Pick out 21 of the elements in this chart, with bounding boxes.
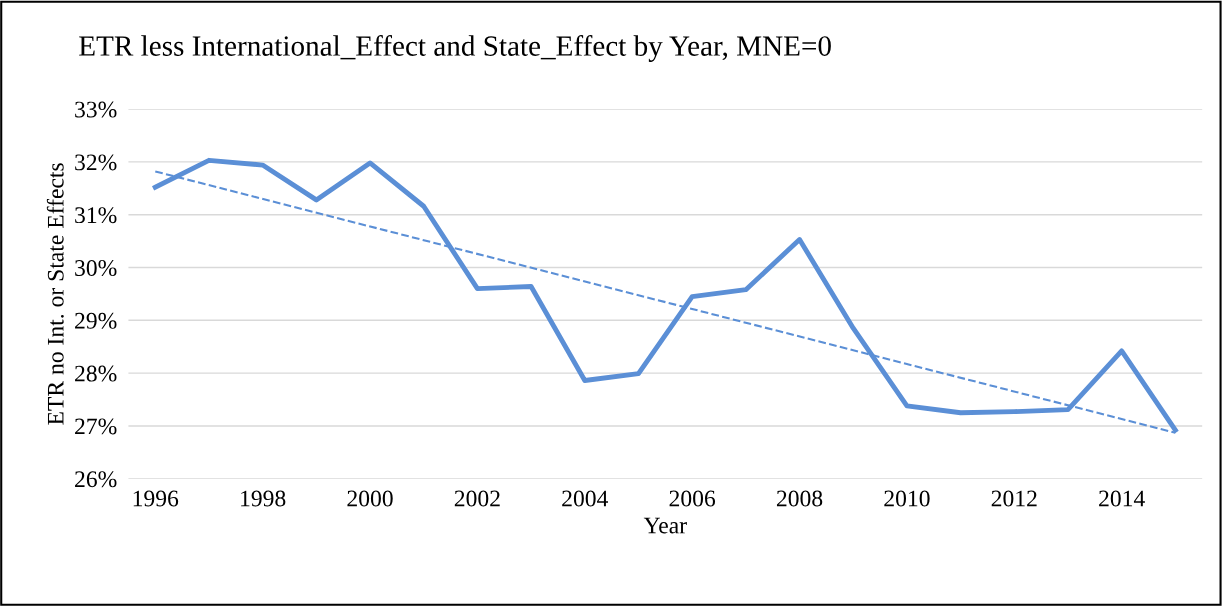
y-tick-label: 29% [75,312,117,329]
x-axis-title: Year [643,517,687,534]
y-tick-label: 31% [75,207,117,224]
x-tick-label: 1996 [133,490,179,507]
chart-title: ETR less International_Effect and State_Effect by Year, MNE=0 [79,35,831,62]
x-tick-label: 2004 [562,490,609,507]
x-tick-label: 2010 [884,490,930,507]
x-tick-label: 1998 [241,490,286,507]
y-tick-label: 28% [75,365,117,382]
x-tick-label: 2014 [1099,490,1145,507]
x-tick-label: 2006 [669,490,716,507]
x-tick-label: 2000 [347,490,393,507]
x-tick-label: 2002 [454,490,500,507]
y-tick-label: 32% [75,154,117,171]
x-tick-label: 2008 [776,490,823,507]
y-tick-label: 30% [75,260,117,277]
y-tick-label: 26% [75,471,117,488]
y-axis-title: ETR no Int. or State Effects [46,163,64,425]
y-tick-label: 27% [75,418,117,435]
y-tick-label: 33% [75,101,117,118]
x-tick-label: 2012 [991,490,1037,507]
